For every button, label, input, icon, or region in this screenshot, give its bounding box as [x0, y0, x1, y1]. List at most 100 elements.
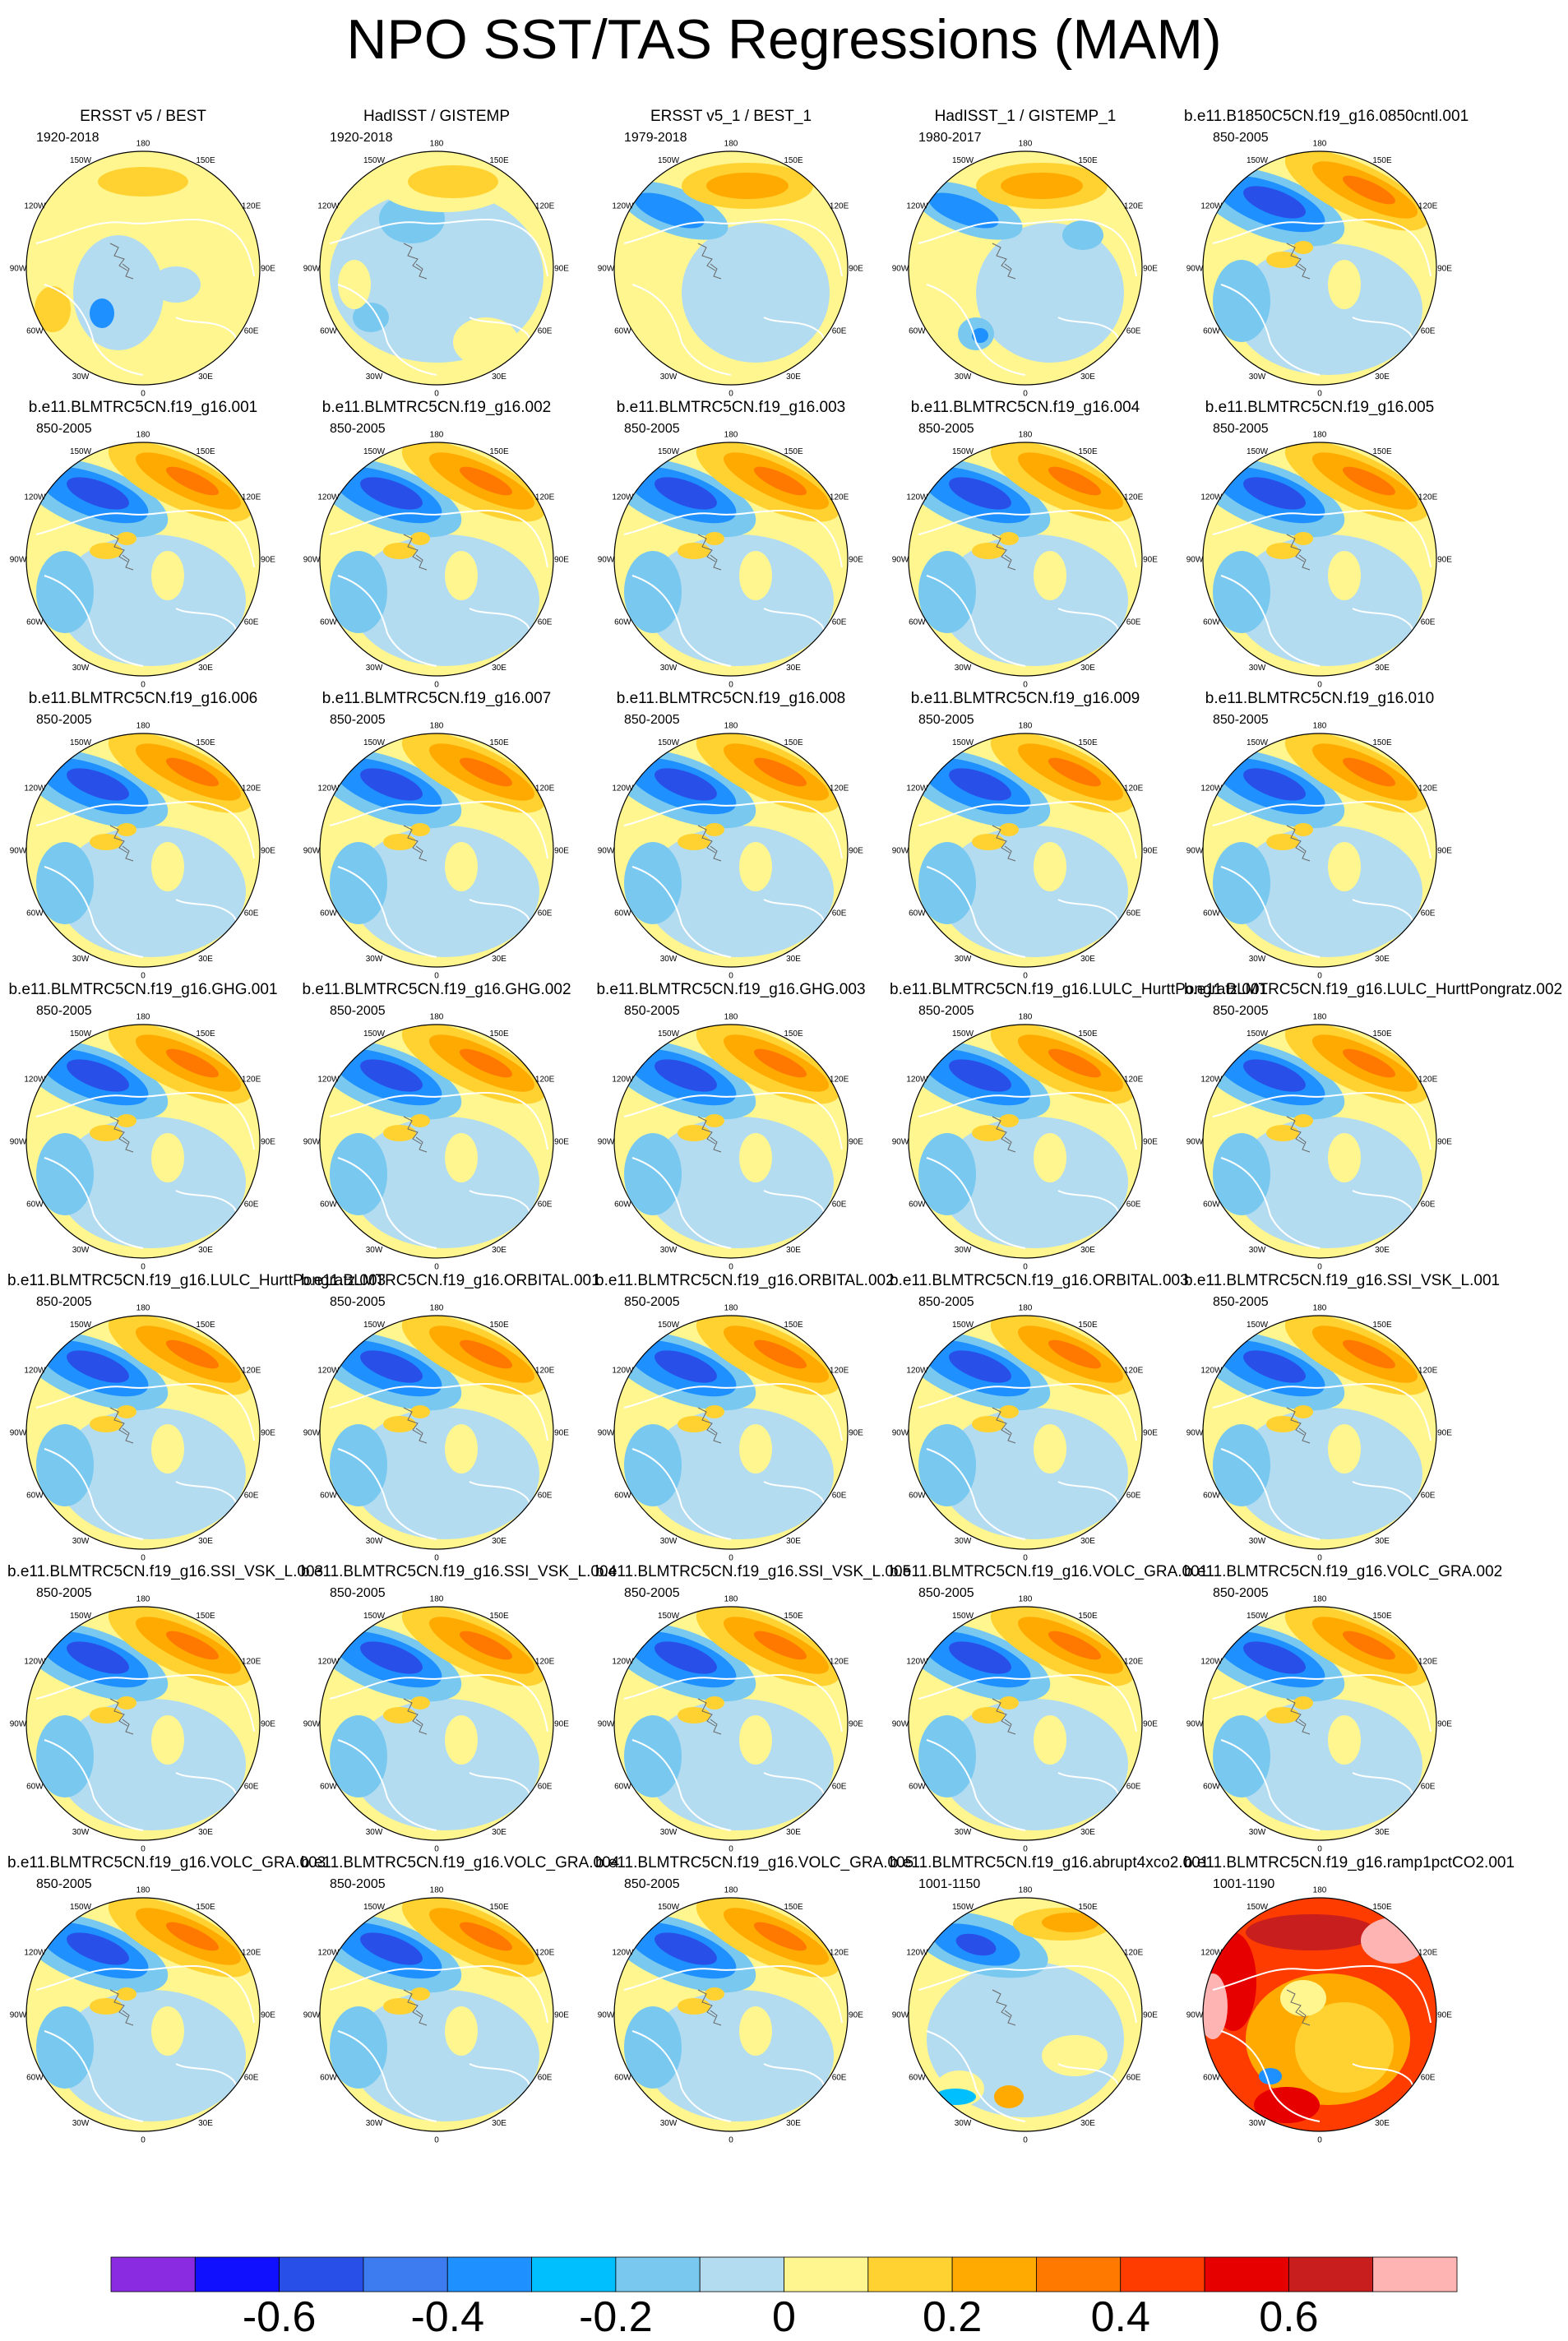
longitude-label: 0 — [141, 1554, 146, 1563]
longitude-label: 90E — [1143, 1720, 1158, 1729]
longitude-label: 90W — [303, 2011, 321, 2020]
longitude-label: 0 — [728, 681, 733, 690]
longitude-label: 150W — [658, 1612, 680, 1621]
longitude-label: 120E — [1124, 202, 1144, 211]
longitude-label: 90E — [261, 1720, 275, 1729]
longitude-label: 60W — [1203, 618, 1220, 627]
longitude-label: 120E — [535, 784, 555, 793]
regression-field — [26, 151, 260, 385]
panel-title: b.e11.BLMTRC5CN.f19_g16.004 — [910, 399, 1140, 416]
longitude-label: 60E — [832, 909, 847, 918]
panel-years: 850-2005 — [1213, 1295, 1269, 1309]
colorbar-tick-label: 0 — [772, 2293, 796, 2341]
panel-title: b.e11.BLMTRC5CN.f19_g16.GHG.003 — [596, 981, 866, 998]
panel-years: 850-2005 — [624, 1877, 680, 1891]
colorbar-swatch — [867, 2256, 953, 2292]
longitude-label: 90W — [598, 265, 615, 274]
polar-map: 180 150E 120E 90E 60E 30E 0 30W 60W 90W 120W 150W — [598, 722, 864, 981]
longitude-label: 90W — [892, 847, 909, 856]
regression-field — [1203, 1898, 1436, 2131]
longitude-label: 60E — [538, 1492, 553, 1501]
longitude-label: 120W — [906, 202, 928, 211]
regression-field — [26, 733, 260, 967]
longitude-label: 180 — [724, 1595, 738, 1604]
panel-title: b.e11.BLMTRC5CN.f19_g16.VOLC_GRA.001 — [890, 1563, 1209, 1580]
longitude-label: 150W — [1247, 1903, 1269, 1912]
longitude-label: 120E — [535, 1076, 555, 1085]
longitude-label: 0 — [728, 390, 733, 399]
longitude-label: 30W — [72, 955, 90, 964]
map-border — [908, 1897, 1143, 2132]
panel-title: HadISST / GISTEMP — [363, 108, 511, 125]
longitude-label: 120W — [317, 784, 340, 793]
longitude-label: 60E — [538, 618, 553, 627]
longitude-label: 150W — [70, 1321, 92, 1330]
longitude-label: 180 — [1313, 1886, 1327, 1895]
map-border — [319, 1024, 554, 1259]
polar-map: 180 150E 120E 90E 60E 30E 0 30W 60W 90W 120W 150W — [892, 1595, 1159, 1854]
colorbar-swatch — [194, 2256, 280, 2292]
longitude-label: 60W — [26, 2074, 44, 2083]
polar-map: 180 150E 120E 90E 60E 30E 0 30W 60W 90W 120W 150W — [10, 1886, 276, 2145]
longitude-label: 60E — [244, 1201, 259, 1210]
longitude-label: 30W — [366, 955, 383, 964]
panel-years: 1001-1190 — [1213, 1877, 1275, 1891]
longitude-label: 90W — [892, 1429, 909, 1438]
longitude-label: 60E — [244, 1783, 259, 1792]
map-border — [25, 1897, 261, 2132]
polar-map: 180 150E 120E 90E 60E 30E 0 30W 60W 90W 120W 150W — [1186, 1013, 1453, 1272]
longitude-label: 90E — [1143, 265, 1158, 274]
longitude-label: 180 — [724, 1886, 738, 1895]
longitude-label: 120E — [1124, 1076, 1144, 1085]
longitude-label: 120E — [830, 1076, 849, 1085]
longitude-label: 90W — [598, 847, 615, 856]
longitude-label: 120E — [242, 784, 261, 793]
longitude-label: 30W — [1249, 955, 1266, 964]
longitude-label: 0 — [1317, 972, 1322, 981]
longitude-label: 60E — [832, 1492, 847, 1501]
polar-map: 180 150E 120E 90E 60E 30E 0 30W 60W 90W 120W 150W — [892, 722, 1159, 981]
polar-map: 180 150E 120E 90E 60E 30E 0 30W 60W 90W 120W 150W — [598, 1013, 864, 1272]
longitude-label: 90W — [1186, 265, 1204, 274]
map-border — [1202, 1897, 1437, 2132]
longitude-label: 60E — [1126, 2074, 1141, 2083]
longitude-label: 120E — [242, 1949, 261, 1958]
longitude-label: 0 — [434, 972, 439, 981]
longitude-label: 30W — [1249, 1828, 1266, 1837]
map-border — [319, 150, 554, 386]
longitude-label: 0 — [728, 1845, 733, 1854]
panel-years: 850-2005 — [918, 713, 974, 727]
longitude-label: 150W — [70, 1612, 92, 1621]
longitude-label: 120E — [830, 202, 849, 211]
panel-title: b.e11.BLMTRC5CN.f19_g16.VOLC_GRA.004 — [301, 1854, 620, 1871]
longitude-label: 30E — [1375, 372, 1390, 382]
longitude-label: 90E — [1437, 1429, 1452, 1438]
longitude-label: 120W — [1200, 493, 1223, 502]
longitude-label: 120E — [242, 1658, 261, 1667]
longitude-label: 120W — [24, 1076, 46, 1085]
longitude-label: 120W — [906, 1658, 928, 1667]
longitude-label: 150W — [952, 1903, 974, 1912]
longitude-label: 30E — [198, 955, 213, 964]
longitude-label: 30E — [1375, 1246, 1390, 1255]
longitude-label: 150W — [70, 1029, 92, 1039]
regression-field — [614, 733, 848, 967]
map-border — [613, 1897, 849, 2132]
longitude-label: 30E — [1080, 1246, 1095, 1255]
longitude-label: 150W — [70, 738, 92, 747]
longitude-label: 150W — [363, 1612, 386, 1621]
regression-field — [1203, 1607, 1436, 1840]
colorbar-tick-label: 0.2 — [922, 2293, 983, 2341]
longitude-label: 30E — [786, 1828, 801, 1837]
longitude-label: 30W — [72, 1828, 90, 1837]
longitude-label: 150W — [952, 1612, 974, 1621]
longitude-label: 90E — [1437, 556, 1452, 565]
longitude-label: 60E — [1126, 1783, 1141, 1792]
longitude-label: 30E — [1080, 1537, 1095, 1546]
longitude-label: 180 — [430, 140, 444, 149]
longitude-label: 120W — [906, 1367, 928, 1376]
regression-field — [26, 1025, 260, 1258]
regression-field — [909, 442, 1142, 676]
longitude-label: 120E — [1418, 202, 1438, 211]
colorbar-swatch — [110, 2256, 196, 2292]
